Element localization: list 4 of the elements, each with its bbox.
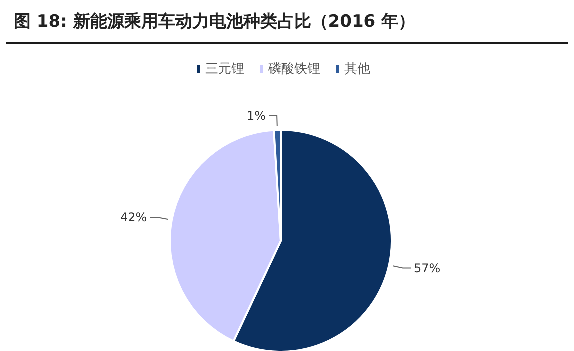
legend-label: 其他 (344, 62, 370, 77)
legend-label: 三元锂 (206, 62, 244, 77)
title: 图 18: 新能源乘用车动力电池种类占比（2016 年） (14, 12, 416, 32)
legend-label: 磷酸铁锂 (268, 62, 320, 77)
